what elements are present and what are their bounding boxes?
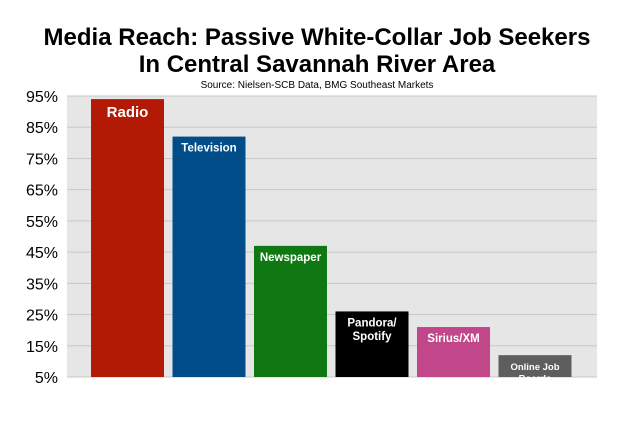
y-tick-label: 85% bbox=[26, 120, 58, 137]
y-tick-label: 95% bbox=[26, 89, 58, 106]
bar-label: Television bbox=[181, 143, 236, 155]
y-tick-label: 75% bbox=[26, 151, 58, 168]
bar bbox=[498, 355, 572, 377]
bar-label: Sirius/XM bbox=[427, 333, 479, 345]
bar-label: Online Job bbox=[510, 362, 559, 373]
bar-label: Newspaper bbox=[260, 252, 322, 264]
bar bbox=[254, 245, 327, 377]
y-tick-label: 5% bbox=[35, 370, 58, 387]
chart-title-line2: In Central Savannah River Area bbox=[138, 51, 496, 78]
bar-label: Radio bbox=[107, 104, 149, 121]
bar-label: Pandora/ bbox=[347, 317, 397, 329]
y-tick-label: 25% bbox=[26, 308, 58, 325]
y-tick-label: 55% bbox=[26, 214, 58, 231]
chart-title-line1: Media Reach: Passive White-Collar Job Se… bbox=[43, 24, 591, 51]
bar bbox=[91, 99, 164, 377]
bar bbox=[172, 136, 246, 377]
chart-subtitle: Source: Nielsen-SCB Data, BMG Southeast … bbox=[200, 80, 434, 91]
y-tick-label: 65% bbox=[26, 183, 58, 200]
bar-label: Boards bbox=[519, 374, 552, 385]
y-tick-label: 45% bbox=[26, 245, 58, 262]
bar bbox=[335, 311, 409, 377]
y-tick-label: 15% bbox=[26, 339, 58, 356]
bar-label: Spotify bbox=[353, 331, 393, 343]
y-tick-label: 35% bbox=[26, 276, 58, 293]
bar bbox=[417, 327, 490, 377]
